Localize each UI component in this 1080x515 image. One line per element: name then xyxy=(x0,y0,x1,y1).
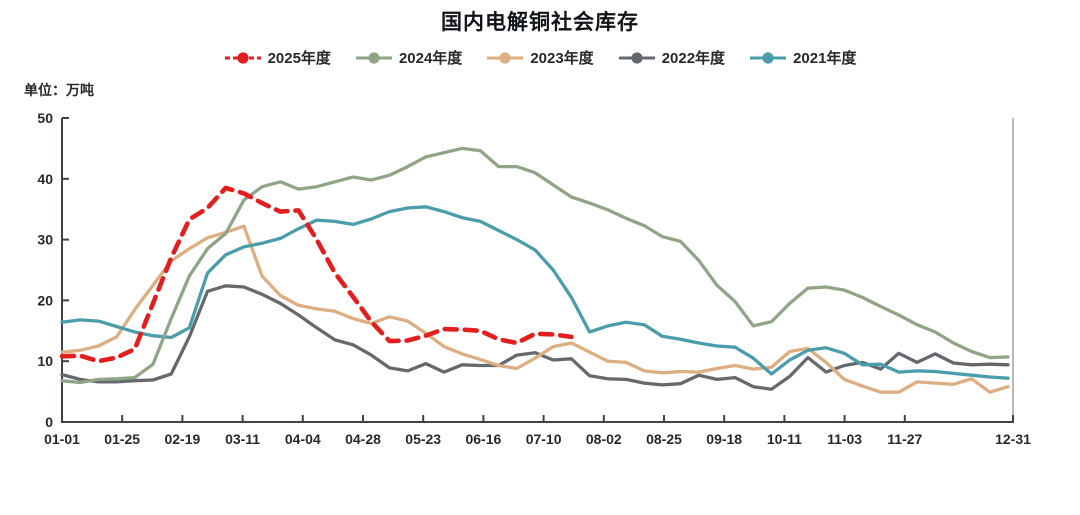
legend-label: 2022年度 xyxy=(661,50,726,67)
x-tick-label: 01-25 xyxy=(104,431,140,447)
chart-title: 国内电解铜社会库存 xyxy=(441,11,639,34)
y-tick-label: 10 xyxy=(37,353,53,369)
legend-marker-icon xyxy=(355,51,392,64)
legend-label: 2023年度 xyxy=(530,50,594,67)
series-line-2022年度 xyxy=(60,284,1010,391)
y-tick-label: 30 xyxy=(37,232,53,248)
x-tick-label: 12-31 xyxy=(995,431,1031,447)
x-tick-label: 08-25 xyxy=(646,431,682,447)
x-tick-label: 02-19 xyxy=(164,431,200,447)
x-tick-label: 04-04 xyxy=(285,431,321,447)
legend-item-2022年度[interactable]: 2022年度 xyxy=(618,47,725,68)
legend-marker-icon xyxy=(618,51,655,64)
x-tick-label: 04-28 xyxy=(345,431,381,447)
legend-label: 2025年度 xyxy=(267,50,331,67)
y-tick-label: 50 xyxy=(37,110,53,126)
x-tick-label: 07-10 xyxy=(526,431,562,447)
x-tick-label: 08-02 xyxy=(586,431,622,447)
y-axis-unit-label: 单位：万吨 xyxy=(24,82,94,98)
legend-marker-icon xyxy=(487,51,524,64)
y-tick-label: 0 xyxy=(45,414,53,430)
x-tick-label: 03-11 xyxy=(225,431,260,447)
series-line-2025年度 xyxy=(59,185,574,364)
x-tick-label: 06-16 xyxy=(465,431,501,447)
y-tick-label: 40 xyxy=(37,171,53,187)
x-tick-label: 05-23 xyxy=(405,431,441,447)
legend-marker-icon xyxy=(224,51,261,64)
legend-label: 2024年度 xyxy=(398,50,463,67)
series-line-2024年度 xyxy=(60,146,1010,385)
series-line-2021年度 xyxy=(60,205,1010,380)
legend-item-2021年度[interactable]: 2021年度 xyxy=(749,47,856,68)
series-line-2023年度 xyxy=(60,224,1010,394)
x-tick-label: 11-27 xyxy=(887,431,922,447)
x-tick-label: 09-18 xyxy=(706,431,742,447)
x-tick-label: 10-11 xyxy=(767,431,802,447)
legend-marker-icon xyxy=(750,51,787,64)
legend-item-2025年度[interactable]: 2025年度 xyxy=(224,47,331,68)
y-tick-label: 20 xyxy=(37,292,53,308)
legend-item-2024年度[interactable]: 2024年度 xyxy=(355,47,462,68)
x-tick-label: 11-03 xyxy=(827,431,862,447)
legend-label: 2021年度 xyxy=(793,50,857,67)
x-tick-label: 01-01 xyxy=(44,431,80,447)
legend-item-2023年度[interactable]: 2023年度 xyxy=(486,47,594,68)
legend: 2025年度 2024年度 2023年度 2022年度 2021年度 xyxy=(0,47,1080,68)
